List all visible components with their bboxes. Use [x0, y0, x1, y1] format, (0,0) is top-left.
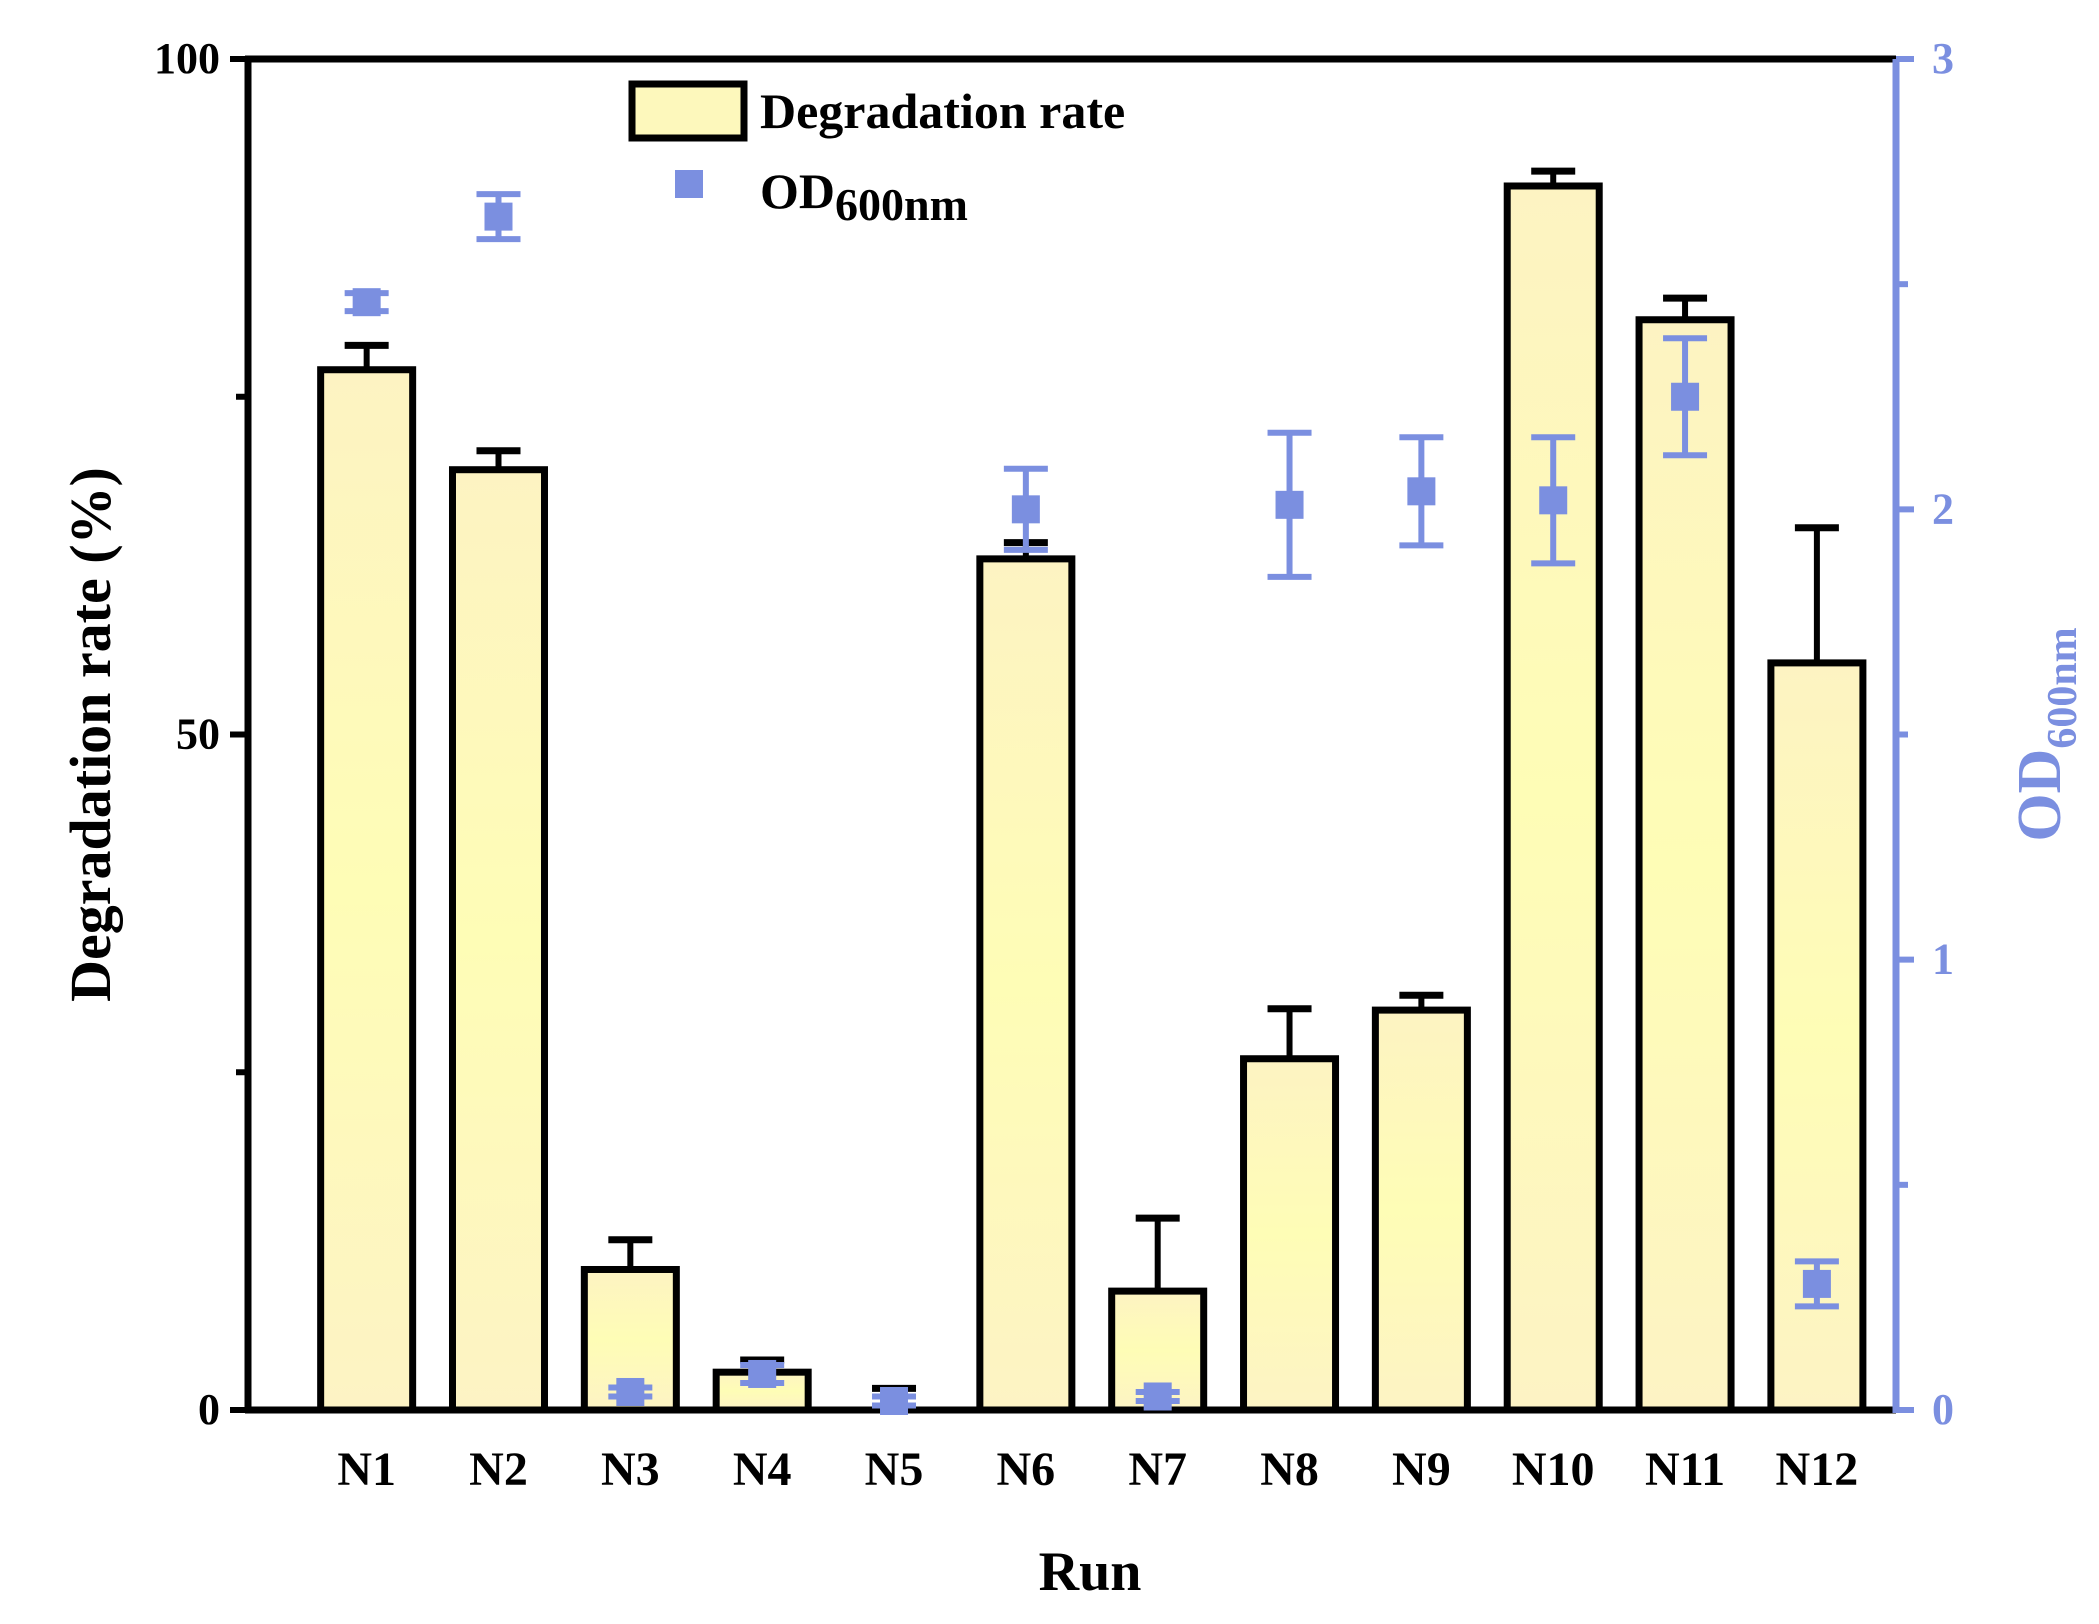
legend-bar-swatch: [628, 80, 748, 142]
right-tick-label: 3: [1932, 34, 1954, 83]
x-tick-label-N2: N2: [469, 1443, 528, 1496]
od-point-N3: [608, 1377, 653, 1406]
x-axis-title: Run: [1039, 1541, 1142, 1603]
y2-axis-title: OD600nm: [2006, 627, 2086, 841]
x-tick-label-N9: N9: [1392, 1443, 1451, 1496]
legend-od-label-sub: 600nm: [835, 179, 968, 230]
bar-N9: [1371, 1006, 1471, 1414]
bar-N10: [1503, 182, 1603, 1414]
bar-error-N12: [1794, 524, 1839, 663]
legend-od-swatch: [675, 170, 703, 198]
x-tick-label-N8: N8: [1260, 1443, 1319, 1496]
left-tick-label: 0: [198, 1385, 220, 1434]
od-point-N2: [476, 191, 521, 243]
y-axis-title: Degradation rate (%): [58, 467, 123, 1002]
od-point-N1: [344, 288, 389, 317]
left-tick-label: 100: [154, 34, 220, 83]
left-tick-label: 50: [176, 710, 220, 759]
x-tick-label-N1: N1: [337, 1443, 396, 1496]
od-point-N5: [872, 1386, 917, 1415]
bar-error-N11: [1663, 294, 1708, 320]
x-tick-label-N7: N7: [1128, 1443, 1187, 1496]
bar-N8: [1240, 1055, 1340, 1414]
bar-error-N3: [608, 1236, 653, 1270]
od-point-N4: [740, 1359, 785, 1388]
x-tick-label-N5: N5: [865, 1443, 924, 1496]
legend-bar-label: Degradation rate: [760, 83, 1125, 139]
od-point-N11: [1663, 335, 1708, 459]
legend-od-label: OD600nm: [760, 163, 968, 230]
legend: Degradation rate OD600nm: [628, 80, 1125, 230]
bar-error-N2: [476, 447, 521, 470]
y2-axis-title-sub: 600nm: [2040, 627, 2086, 748]
bar-error-layer: [344, 167, 1839, 1410]
bar-layer: [317, 182, 1867, 1414]
right-tick-label: 0: [1932, 1385, 1954, 1434]
od-marker-layer: [344, 191, 1839, 1415]
right-tick-label: 2: [1932, 484, 1954, 533]
bar-error-N1: [344, 341, 389, 370]
x-tick-label-N6: N6: [997, 1443, 1056, 1496]
axes-layer: [230, 55, 1914, 1414]
bar-error-N9: [1399, 991, 1444, 1011]
od-point-N12: [1794, 1258, 1839, 1310]
right-tick-label: 1: [1932, 935, 1954, 984]
x-tick-label-N12: N12: [1776, 1443, 1859, 1496]
bar-error-N8: [1267, 1005, 1312, 1059]
bar-N1: [317, 366, 417, 1414]
legend-od-label-main: OD: [760, 163, 835, 219]
od-point-N8: [1267, 429, 1312, 580]
x-tick-label-N4: N4: [733, 1443, 792, 1496]
x-tick-label-N11: N11: [1645, 1443, 1725, 1496]
x-tick-label-N10: N10: [1512, 1443, 1595, 1496]
bar-error-N7: [1135, 1214, 1180, 1292]
bar-N11: [1635, 316, 1735, 1414]
bar-error-N10: [1531, 167, 1576, 186]
od-point-N6: [1003, 465, 1048, 553]
bar-N6: [976, 555, 1076, 1414]
bar-N2: [448, 466, 548, 1414]
od-point-N7: [1135, 1382, 1180, 1411]
od-point-N10: [1531, 434, 1576, 567]
x-tick-label-N3: N3: [601, 1443, 660, 1496]
y2-axis-title-main: OD: [2006, 749, 2074, 842]
od-point-N9: [1399, 434, 1444, 549]
label-layer: 0 50 100 0 1 2 3 N1 N2 N3 N4 N5 N6 N7 N8 N9 N10 N11 N12 Run…: [58, 34, 2086, 1603]
